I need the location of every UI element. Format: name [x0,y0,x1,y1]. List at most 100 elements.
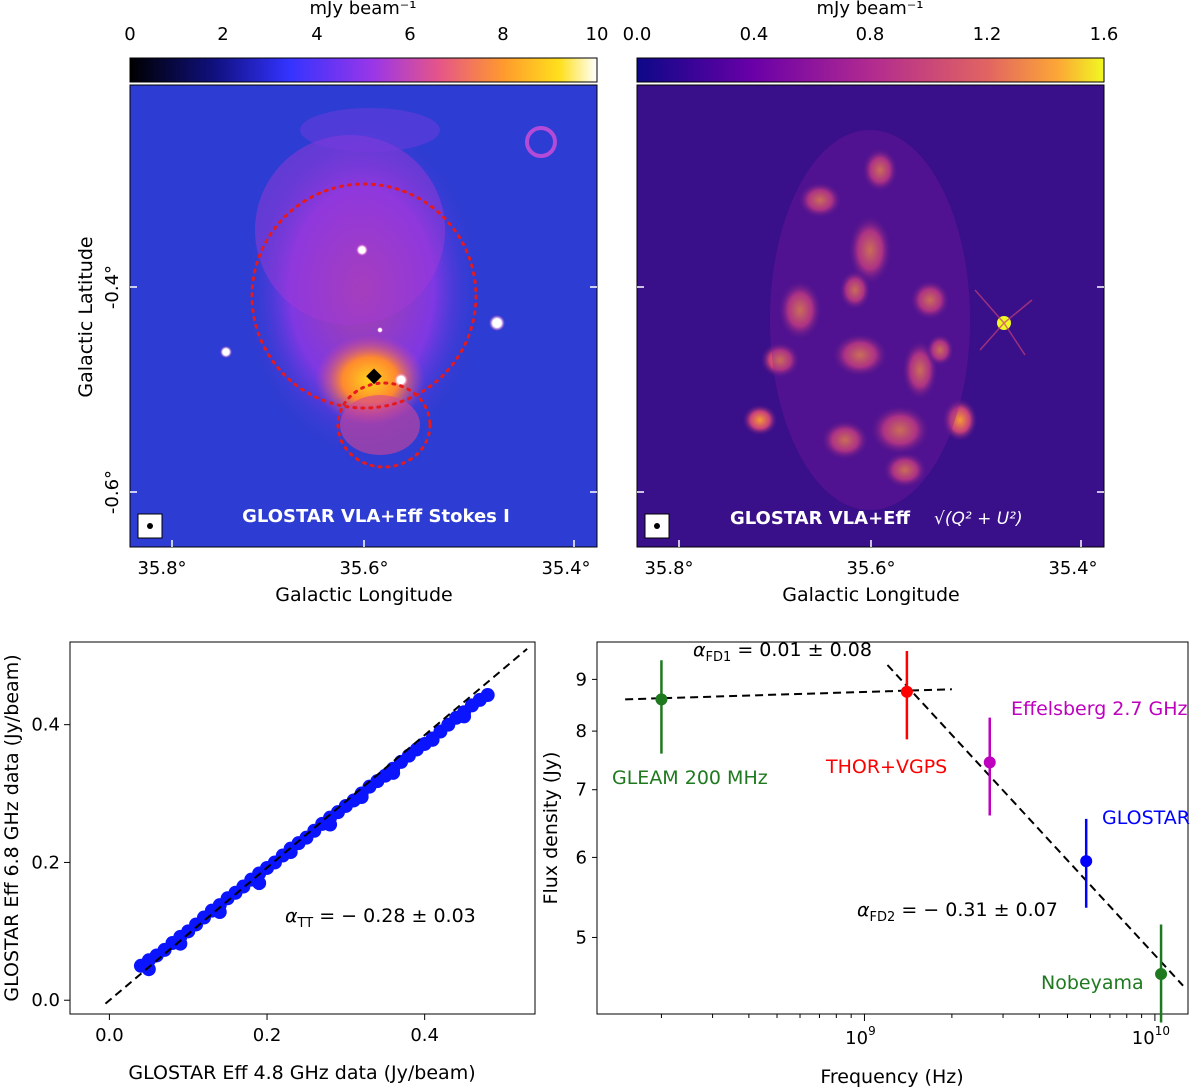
polarized-blob [821,420,869,460]
sed-data-point [983,756,996,769]
tt-fit-line [104,648,528,1005]
tt-data-point [323,817,338,832]
polarized-blob [778,280,822,340]
tt-data-point [212,905,227,920]
colorbar-a-tick: 6 [404,24,415,45]
polarized-blob [742,404,778,436]
map-b-axis-ticks [637,286,1104,547]
sed-data-point [655,693,668,706]
map-a-axis-ticks [130,286,597,547]
sed-ylabel: Flux density (Jy) [540,752,562,905]
colorbar-a-tick: 10 [586,24,609,45]
ring-source [525,126,557,158]
sed-data-point [1155,968,1168,981]
polarized-blob [942,398,978,442]
sed-xlabel: Frequency (Hz) [820,1066,963,1088]
sed-xtick-label: 109 [845,1024,876,1049]
tt-data-point [386,765,401,780]
point-source [489,315,505,331]
sed-ytick-label: 6 [576,847,587,868]
tt-data-point [141,962,156,977]
tt-data-point [457,709,472,724]
sed-ytick-label: 7 [576,780,587,801]
sed-ytick-label: 8 [576,721,587,742]
sed-label-nobeyama: Nobeyama [1041,972,1144,994]
map-a-caption: GLOSTAR VLA+Eff Stokes I [242,506,510,527]
sed-fit-line [886,664,1184,987]
colorbar-a-tick: 8 [497,24,508,45]
polarized-blob [832,333,888,377]
beam-marker [147,523,153,529]
polarized-blob [910,280,950,320]
map-a-xlabel: Galactic Longitude [275,584,452,606]
tt-xtick-label: 0.2 [253,1025,282,1046]
polarized-blob [798,182,842,218]
polarized-colorbar: mJy beam⁻¹ 0.0 0.4 0.8 1.2 1.6 [623,0,1119,83]
polarized-blob [862,148,898,192]
sed-plot-panel: 109 1010 5 6 7 8 9 Frequency (Hz) Flux density… [540,639,1190,1088]
source-position-marker [366,368,382,385]
northern-filament [300,108,440,152]
sed-label-effelsberg: Effelsberg 2.7 GHz [1011,698,1188,720]
map-b-xtick: 35.4° [1048,558,1097,579]
southern-lobe-emission [340,395,420,455]
point-source [394,373,408,387]
map-b-xlabel: Galactic Longitude [782,584,959,606]
tt-data-point [173,936,188,951]
colorbar-b-tick: 1.6 [1090,24,1119,45]
polarized-blob [760,342,800,378]
stokes-i-colorbar: mJy beam⁻¹ 0 2 4 6 8 10 [124,0,609,83]
tt-data-point [480,688,495,703]
colorbar-b-tick: 0.8 [856,24,885,45]
tt-ytick-label: 0.4 [31,715,60,736]
polarized-blob [883,452,927,488]
sed-label-thor: THOR+VGPS [825,756,947,778]
region-ellipse-small [336,381,432,469]
stokes-i-map-panel: mJy beam⁻¹ 0 2 4 6 8 10 [75,0,608,606]
sed-label-glostar: GLOSTAR [1102,807,1190,829]
polarized-map-panel: mJy beam⁻¹ 0.0 0.4 0.8 1.2 1.6 GLOSTAR V… [623,0,1119,606]
colorbar-b-tick: 0.4 [740,24,769,45]
colorbar-a-tick: 2 [217,24,228,45]
sed-fit-lines [625,664,1184,987]
sed-data-point [1080,855,1093,868]
colorbar-a-ramp [129,57,598,83]
map-b-caption-math: √(Q² + U²) [934,509,1023,529]
colorbar-b-tick: 0.0 [623,24,652,45]
point-source [356,244,368,256]
polarized-filament-region [770,130,970,510]
polarized-blob [870,405,930,455]
bubble-shell-emission [255,135,445,325]
polarized-emission [742,148,978,488]
sed-points [655,651,1168,1023]
polarized-blob [848,215,892,285]
map-a-ylabel: Galactic Latitude [75,236,97,397]
tt-plot-panel: 0.0 0.2 0.4 0.0 0.2 0.4 GLOSTAR Eff 4.8 GHz d… [1,641,536,1084]
tt-data-point [425,732,440,747]
sed-plot-frame [596,641,1189,1015]
tt-axes: 0.0 0.2 0.4 0.0 0.2 0.4 [31,715,439,1046]
map-b-xtick: 35.6° [846,558,895,579]
colorbar-a-label: mJy beam⁻¹ [310,0,417,19]
sed-label-gleam: GLEAM 200 MHz [612,767,768,789]
colorbar-b-ramp [636,57,1105,83]
tt-data-point [283,845,298,860]
tt-ytick-label: 0.2 [31,852,60,873]
tt-xtick-label: 0.0 [95,1025,124,1046]
region-ellipse-large [250,182,478,410]
colorbar-a-tick: 0 [124,24,135,45]
beam-marker [654,523,660,529]
colorbar-a-tick: 4 [311,24,322,45]
polarized-image: GLOSTAR VLA+Eff √(Q² + U²) [637,85,1104,547]
tt-data-point [354,790,369,804]
colorbar-b-label: mJy beam⁻¹ [817,0,924,19]
stokes-i-image: GLOSTAR VLA+Eff Stokes I [130,85,597,547]
point-source [377,327,383,333]
sed-axes: 109 1010 5 6 7 8 9 [576,669,1170,1049]
tt-ylabel: GLOSTAR Eff 6.8 GHz data (Jy/beam) [1,654,23,1001]
map-a-xtick: 35.4° [541,558,590,579]
sed-fd1-annotation: αFD1 = 0.01 ± 0.08 [693,639,872,665]
polarized-blob [839,270,871,310]
sed-fd2-annotation: αFD2 = − 0.31 ± 0.07 [857,899,1058,925]
